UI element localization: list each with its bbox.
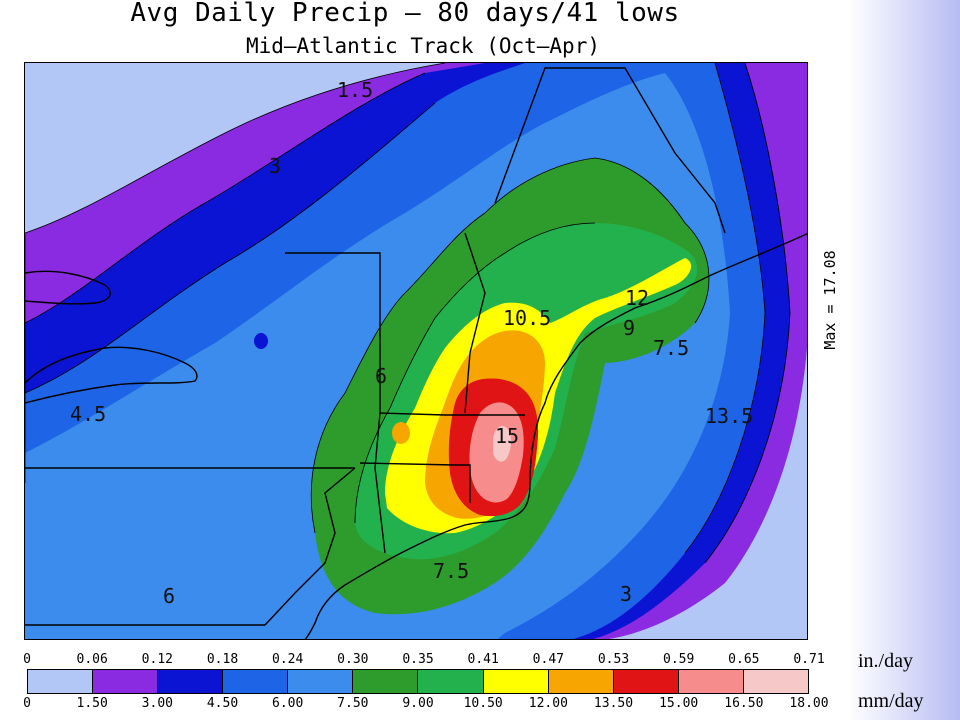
vt-nh-boundary [464,232,486,414]
colorbar-swatch [548,670,614,693]
colorbar-swatch [483,670,549,693]
in-tick-label: 0.12 [141,652,173,667]
in-tick-label: 0.06 [76,652,108,667]
in-tick-label: 0.18 [206,652,239,667]
in-tick-label: 0.53 [597,652,630,667]
mm-tick-label: 12.00 [528,696,568,711]
mm-tick-label: 13.50 [593,696,634,711]
mm-tick-label: 10.50 [463,696,503,711]
mm-tick-label: 6.00 [272,696,304,711]
lake-erie-outline [25,270,111,305]
colorbar-swatch [613,670,679,693]
inch-unit-label: in./day [858,650,913,672]
lake-ontario-outline [25,346,198,404]
colorbar-swatch [93,670,159,693]
colorbar-swatch [678,670,744,693]
side-gradient-background [848,0,960,720]
colorbar-inch-ticks: 0 0.06 0.12 0.18 0.24 0.30 0.35 0.41 0.47 0.53 0.5… [0,652,848,672]
colorbar-swatch [288,670,354,693]
contour-label: 15 [495,424,519,448]
field-patch-orange [392,422,410,444]
in-tick-label: 0.24 [272,652,304,667]
mm-tick-label: 16.50 [724,696,764,711]
contour-label: 1.5 [337,78,373,102]
mm-tick-label: 4.50 [206,696,239,711]
state-boundaries [25,67,807,639]
mm-tick-label: 9.00 [402,696,434,711]
contour-label: 12 [625,286,649,310]
colorbar-swatch [418,670,484,693]
field-16.5-18 [493,426,512,462]
in-tick-label: 0.41 [467,652,499,667]
colorbar-swatch [28,670,94,693]
colorbar-swatch [743,670,808,693]
in-tick-label: 0.30 [337,652,369,667]
ma-south-boundary [379,412,525,416]
map-title: Avg Daily Precip – 80 days/41 lows [130,0,680,28]
coastline [304,233,807,639]
in-tick-label: 0.47 [532,652,564,667]
mm-tick-label: 18.00 [789,696,829,711]
colorbar-swatch [158,670,224,693]
mm-tick-label: 3.00 [141,696,173,711]
map-subtitle: Mid–Atlantic Track (Oct–Apr) [245,34,600,58]
field-patch-dark-blue [254,333,268,349]
contour-label: 4.5 [70,402,106,426]
contour-label: 7.5 [433,559,469,583]
colorbar-mm-ticks: 0 1.50 3.00 4.50 6.00 7.50 9.00 10.50 12.00 13.50… [0,696,848,716]
contour-label: 3 [620,582,632,606]
nh-me-boundary [494,67,726,234]
mm-tick-label: 7.50 [337,696,369,711]
mm-tick-label: 15.00 [659,696,699,711]
mm-unit-label: mm/day [858,690,924,712]
ct-ri-boundary [359,462,471,503]
contour-label: 10.5 [503,306,551,330]
colorbar-swatch [353,670,419,693]
in-tick-label: 0.35 [402,652,434,667]
contour-label: 6 [375,364,387,388]
in-tick-label: 0.59 [663,652,695,667]
mm-tick-label: 0 [23,696,31,711]
contour-label: 3 [269,154,281,178]
contour-label: 7.5 [653,336,689,360]
precipitation-map: 1.5 3 4.5 6 6 7.5 7.5 9 10.5 12 15 13.5 … [24,62,808,640]
nj-outline [264,467,356,626]
contour-label: 9 [623,316,635,340]
in-tick-label: 0.65 [728,652,760,667]
in-tick-label: 0.71 [793,652,825,667]
in-tick-label: 0 [23,652,31,667]
colorbar [27,669,809,694]
max-value-label: Max = 17.08 [821,250,839,350]
contour-lines [25,63,791,564]
mm-tick-label: 1.50 [76,696,108,711]
colorbar-swatch [223,670,289,693]
contour-label: 13.5 [705,404,753,428]
contour-label: 6 [163,584,175,608]
